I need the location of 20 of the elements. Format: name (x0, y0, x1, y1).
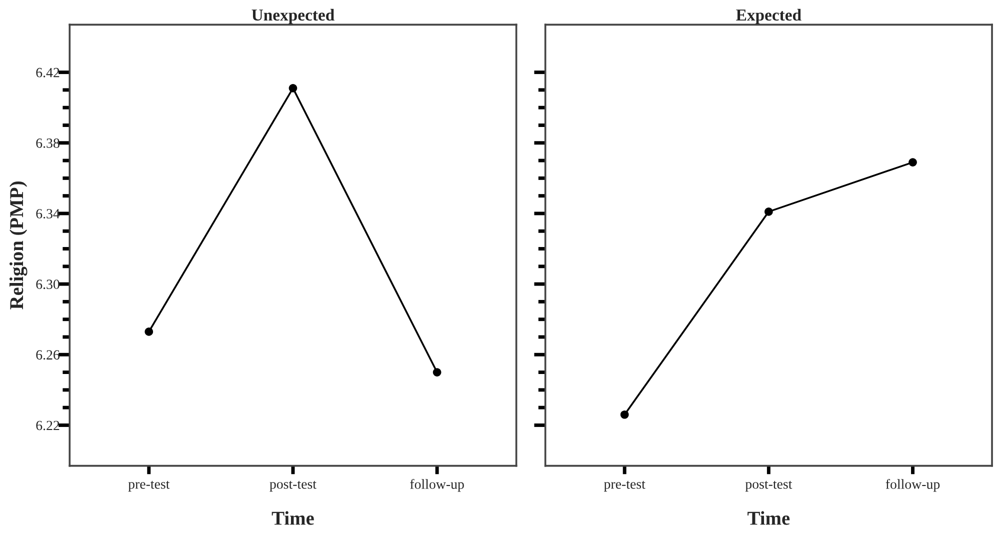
y-tick-label: 6.22 (36, 420, 60, 430)
y-tick-label: 6.42 (36, 68, 60, 78)
y-tick-label: 6.26 (36, 350, 60, 360)
x-axis-title: Time (748, 511, 790, 525)
y-tick-label: 6.30 (36, 280, 60, 290)
x-tick-label: follow-up (410, 478, 464, 492)
x-tick-label: post-test (745, 480, 792, 492)
chart-title: Unexpected (252, 8, 334, 24)
x-axis-title: Time (272, 511, 314, 525)
x-tick-label: pre-test (604, 480, 646, 492)
x-tick-label: follow-up (886, 478, 940, 492)
y-tick-label: 6.38 (36, 138, 60, 148)
point (288, 84, 298, 92)
point (144, 328, 154, 336)
y-axis-title: Religion (PMP) (10, 182, 28, 310)
x-tick-label: post-test (270, 480, 316, 492)
x-tick-label: pre-test (128, 480, 170, 492)
y-tick-label: 6.34 (36, 209, 60, 218)
point (432, 368, 442, 376)
chart-title: Expected (736, 8, 802, 24)
